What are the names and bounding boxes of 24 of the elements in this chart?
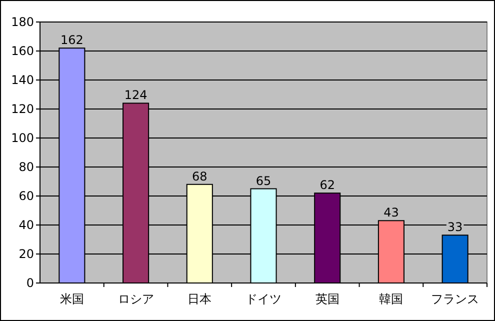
y-tick-label: 20 <box>18 247 34 261</box>
data-label: 65 <box>256 174 272 188</box>
y-tick-label: 40 <box>18 218 34 232</box>
y-tick-label: 120 <box>11 102 34 116</box>
y-tick-label: 60 <box>18 189 34 203</box>
data-label: 33 <box>447 220 463 234</box>
x-tick-label: 韓国 <box>379 292 404 306</box>
x-tick-label: 英国 <box>315 292 340 306</box>
y-tick-label: 0 <box>26 276 34 290</box>
x-tick-label: ドイツ <box>246 292 282 306</box>
x-tick-label: 米国 <box>60 292 84 306</box>
data-label: 68 <box>192 169 208 184</box>
y-tick-label: 140 <box>11 73 34 87</box>
x-tick-label: ロシア <box>118 292 154 306</box>
y-tick-label: 100 <box>11 131 34 145</box>
x-tick-label: 日本 <box>188 292 212 306</box>
y-tick-label: 180 <box>11 15 34 29</box>
data-label: 124 <box>124 88 148 102</box>
data-label: 43 <box>384 206 399 220</box>
y-tick-label: 160 <box>11 44 34 58</box>
y-tick-label: 80 <box>18 160 34 174</box>
x-tick-label: フランス <box>431 292 480 306</box>
data-label: 162 <box>60 33 84 48</box>
data-label: 62 <box>320 178 335 192</box>
